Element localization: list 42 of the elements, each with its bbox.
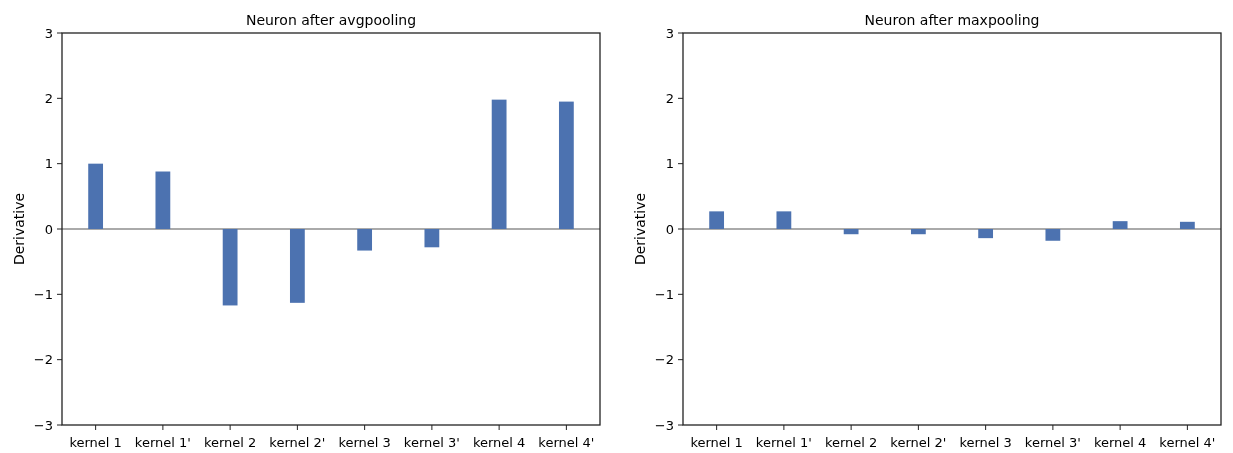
bar: [357, 229, 373, 251]
x-tick-label: kernel 1': [755, 435, 812, 450]
x-tick-label: kernel 4': [538, 435, 595, 450]
y-tick-label: 3: [665, 25, 674, 41]
bar: [222, 229, 238, 306]
bar: [558, 101, 574, 229]
x-tick-label: kernel 4: [1093, 435, 1147, 450]
x-tick-label: kernel 3': [403, 435, 460, 450]
x-tick-label: kernel 2: [824, 435, 878, 450]
y-tick-label: −3: [654, 417, 674, 433]
y-tick-label: 1: [665, 156, 674, 172]
y-tick-label: −2: [654, 352, 674, 368]
y-tick-label: 0: [665, 221, 674, 237]
x-tick-label: kernel 3: [338, 435, 391, 450]
bar: [88, 163, 104, 229]
chart-title: Neuron after maxpooling: [864, 12, 1040, 28]
y-tick-label: 3: [44, 25, 53, 41]
bar: [491, 99, 507, 229]
y-tick-label: 0: [44, 221, 53, 237]
x-tick-label: kernel 3: [959, 435, 1012, 450]
bar: [155, 171, 171, 229]
x-tick-label: kernel 2': [890, 435, 947, 450]
x-tick-label: kernel 3': [1024, 435, 1081, 450]
x-tick-label: kernel 4: [472, 435, 526, 450]
bar: [424, 229, 440, 248]
y-tick-label: −2: [33, 352, 53, 368]
x-tick-label: kernel 4': [1159, 435, 1216, 450]
y-tick-label: −1: [33, 286, 53, 302]
bar: [289, 229, 305, 303]
y-tick-label: 1: [44, 156, 53, 172]
y-axis-title: Derivative: [632, 192, 648, 266]
x-tick-label: kernel 1: [69, 435, 122, 450]
x-tick-label: kernel 1': [134, 435, 191, 450]
x-tick-label: kernel 2: [203, 435, 257, 450]
x-tick-label: kernel 2': [269, 435, 326, 450]
y-tick-label: 2: [665, 90, 674, 106]
y-axis-title: Derivative: [11, 192, 27, 266]
chart-title: Neuron after avgpooling: [245, 12, 417, 28]
y-tick-label: −1: [654, 286, 674, 302]
y-tick-label: 2: [44, 90, 53, 106]
x-tick-label: kernel 1: [690, 435, 743, 450]
y-tick-label: −3: [33, 417, 53, 433]
